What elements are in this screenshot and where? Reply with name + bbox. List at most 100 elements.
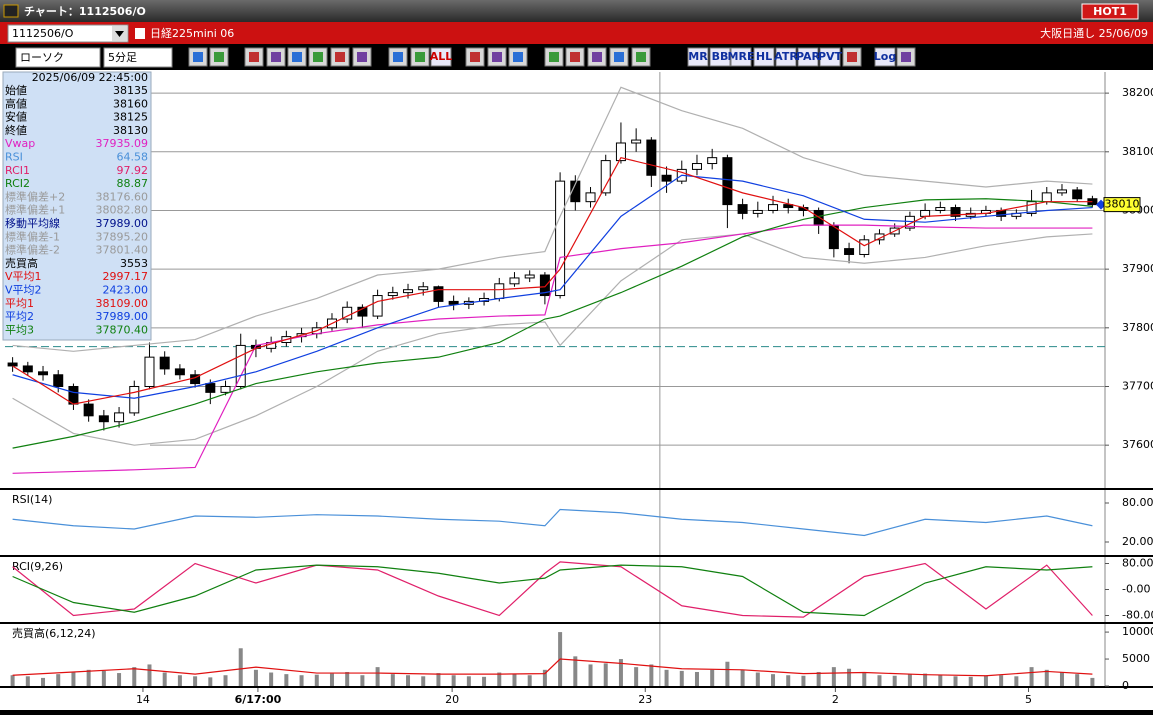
tool-button[interactable]: [730, 47, 752, 67]
title-bar: [0, 0, 1153, 22]
candle-body: [631, 139, 642, 144]
tool-button[interactable]: [797, 47, 819, 67]
tool-button[interactable]: [775, 47, 797, 67]
candle-body: [342, 306, 353, 320]
market-date: 大阪日通し 25/06/09: [1040, 26, 1148, 40]
volume-bar: [375, 667, 380, 686]
doc-icon: [135, 28, 145, 39]
volume-bar: [725, 661, 730, 686]
app-icon: [3, 4, 19, 18]
volume-bar: [694, 671, 699, 686]
tool-icon: [335, 52, 345, 62]
tool-icon: [393, 52, 403, 62]
candle-body: [570, 180, 581, 203]
y-tick-label: 38200: [1122, 86, 1153, 99]
y-tick-label: 80.00: [1122, 496, 1153, 509]
symbol-combo[interactable]: [7, 24, 129, 43]
volume-bar: [329, 673, 334, 686]
tool-button-label: ATR: [774, 50, 798, 63]
volume-bar: [390, 674, 395, 686]
candle-body: [524, 274, 535, 279]
info-value: 38130: [113, 124, 148, 137]
info-value: 38109.00: [96, 297, 149, 310]
candle-body: [509, 277, 520, 285]
tool-icon: [513, 52, 523, 62]
candle-body: [448, 300, 459, 305]
info-label: V平均2: [5, 284, 42, 297]
tool-button[interactable]: [430, 47, 452, 67]
x-tick-label: 2: [832, 693, 839, 706]
volume-bar: [177, 675, 182, 686]
interval-combo[interactable]: [103, 47, 173, 68]
window-title: チャート：1112506/O: [24, 5, 146, 18]
tool-button[interactable]: [819, 47, 841, 67]
indicator-line: [12, 233, 1093, 446]
interval: 5分足: [108, 51, 137, 64]
candle-body: [22, 365, 33, 373]
chart-type-combo[interactable]: [15, 47, 101, 68]
volume-bar: [147, 664, 152, 686]
y-tick-label: -80.00: [1122, 609, 1153, 622]
candle-body: [585, 192, 596, 203]
volume-bar: [892, 675, 897, 686]
tool-icon: [592, 52, 602, 62]
volume-bar: [786, 675, 791, 686]
candle-body: [357, 306, 368, 317]
volume-bar: [269, 672, 274, 686]
tool-button-label: HL: [756, 50, 772, 63]
volume-bar: [938, 675, 943, 686]
tool-icon: [847, 52, 857, 62]
volume-bar: [923, 673, 928, 686]
volume-bar: [421, 676, 426, 686]
info-label: 売買高: [5, 256, 38, 270]
info-value: 2423.00: [103, 284, 149, 297]
panel-title: 売買高(6,12,24): [12, 626, 96, 640]
candle-body: [83, 403, 94, 417]
candle-body: [783, 204, 794, 209]
hot-badge-label: HOT1: [1093, 5, 1127, 18]
volume-bar: [1075, 674, 1080, 686]
candle-body: [661, 174, 672, 182]
indicator-line: [12, 198, 1093, 449]
info-label: 高値: [5, 96, 27, 110]
candle-body: [615, 142, 626, 162]
candle-body: [433, 286, 444, 302]
info-value: 38176.60: [96, 190, 149, 203]
tool-button[interactable]: [753, 47, 775, 67]
hot-badge[interactable]: [1081, 3, 1139, 20]
y-tick-label: 0: [1122, 679, 1129, 692]
indicator-line: [12, 508, 1093, 537]
tool-icon: [470, 52, 480, 62]
candle-body: [494, 283, 505, 299]
volume-bar: [664, 669, 669, 686]
info-value: 2997.17: [103, 270, 149, 283]
tool-button[interactable]: [874, 47, 896, 67]
volume-bar: [345, 671, 350, 686]
info-label: 平均1: [5, 297, 34, 310]
indicator-line: [12, 224, 1093, 474]
volume-bar: [223, 675, 228, 686]
info-value: 38125: [113, 111, 148, 124]
candle-body: [768, 204, 779, 211]
indicator-line: [12, 658, 1093, 677]
candle-body: [539, 274, 550, 297]
tool-button[interactable]: [709, 47, 731, 67]
candle-body: [874, 233, 885, 241]
bottom-edge: [0, 710, 1153, 715]
info-label: Vwap: [5, 137, 35, 150]
candle-body: [707, 157, 718, 165]
info-label: 始値: [5, 83, 27, 97]
y-tick-label: -0.00: [1122, 583, 1150, 596]
tool-button[interactable]: [687, 47, 709, 67]
volume-bar: [816, 671, 821, 686]
y-tick-label: 37900: [1122, 262, 1153, 275]
tool-icon: [313, 52, 323, 62]
info-label: 移動平均線: [5, 216, 60, 230]
volume-bar: [983, 675, 988, 686]
volume-bar: [1029, 667, 1034, 686]
volume-bar: [56, 674, 61, 686]
info-label: 標準偏差-2: [5, 243, 60, 257]
candle-body: [935, 207, 946, 211]
tool-icon: [492, 52, 502, 62]
volume-bar: [299, 675, 304, 686]
